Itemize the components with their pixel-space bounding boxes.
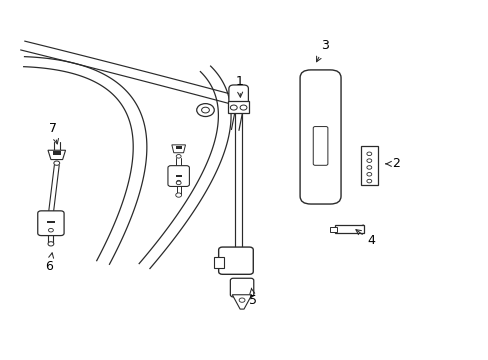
Circle shape <box>366 159 371 162</box>
Circle shape <box>196 104 214 117</box>
Text: 2: 2 <box>385 157 399 170</box>
Circle shape <box>48 228 53 232</box>
FancyBboxPatch shape <box>230 278 253 297</box>
Bar <box>175 175 181 177</box>
Circle shape <box>240 105 246 110</box>
Polygon shape <box>171 145 185 153</box>
Text: 4: 4 <box>355 230 374 247</box>
Bar <box>227 101 249 113</box>
Circle shape <box>230 105 237 110</box>
Circle shape <box>175 193 181 197</box>
Circle shape <box>48 242 54 246</box>
Text: 1: 1 <box>235 75 243 97</box>
Bar <box>53 151 61 155</box>
Polygon shape <box>232 295 251 309</box>
Circle shape <box>239 298 244 302</box>
Circle shape <box>366 166 371 169</box>
Bar <box>360 146 377 185</box>
Text: 7: 7 <box>49 122 59 144</box>
Circle shape <box>366 172 371 176</box>
Circle shape <box>54 161 60 165</box>
FancyBboxPatch shape <box>167 166 189 186</box>
Circle shape <box>201 107 209 113</box>
Bar <box>334 225 363 233</box>
Circle shape <box>176 154 181 158</box>
Text: 3: 3 <box>316 39 328 62</box>
Bar <box>46 221 55 223</box>
Circle shape <box>366 152 371 156</box>
Text: 5: 5 <box>249 288 257 307</box>
FancyBboxPatch shape <box>228 85 248 105</box>
Bar <box>329 226 336 231</box>
Bar <box>175 146 181 149</box>
Circle shape <box>176 180 180 183</box>
FancyBboxPatch shape <box>300 70 340 204</box>
FancyBboxPatch shape <box>313 127 327 165</box>
Circle shape <box>176 181 181 185</box>
Circle shape <box>366 179 371 183</box>
Bar <box>213 257 223 268</box>
Text: 6: 6 <box>45 253 54 273</box>
Polygon shape <box>48 150 65 159</box>
FancyBboxPatch shape <box>218 247 253 274</box>
FancyBboxPatch shape <box>38 211 64 235</box>
